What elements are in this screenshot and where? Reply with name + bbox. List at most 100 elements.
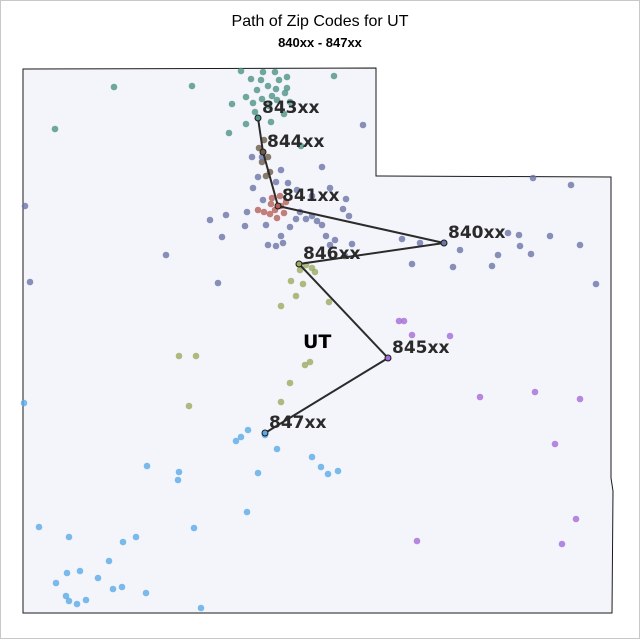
zip-point-847 (273, 445, 281, 453)
zip-point-840 (249, 184, 257, 192)
zip-point-845 (531, 388, 539, 396)
zip-point-841 (280, 209, 288, 217)
zip-point-843 (273, 96, 281, 104)
zip-point-840 (456, 246, 464, 254)
zip-point-846 (287, 277, 295, 285)
zip-point-840 (408, 260, 416, 268)
zip-point-840 (318, 163, 326, 171)
hub-label-847: 847xx (269, 413, 326, 433)
zip-point-846 (311, 268, 319, 276)
zip-point-843 (330, 72, 338, 80)
zip-point-844 (264, 153, 272, 161)
zip-point-840 (359, 121, 367, 129)
zip-point-840 (214, 279, 222, 287)
state-label: UT (303, 331, 331, 353)
zip-point-846 (292, 292, 300, 300)
hub-label-845: 845xx (392, 338, 449, 358)
zip-point-845 (576, 395, 584, 403)
map-subtitle: 840xx - 847xx (278, 35, 362, 50)
zip-point-841 (254, 206, 262, 214)
zip-point-840 (277, 232, 285, 240)
zip-point-840 (527, 250, 535, 258)
zip-point-845 (572, 515, 580, 523)
zip-point-840 (259, 196, 267, 204)
zip-point-847 (63, 569, 71, 577)
map-title: Path of Zip Codes for UT (231, 13, 409, 30)
zip-point-840 (345, 212, 353, 220)
zip-point-847 (324, 470, 332, 478)
hub-markers-layer (254, 114, 448, 437)
zip-point-840 (516, 242, 524, 250)
zip-point-847 (52, 579, 60, 587)
zip-point-840 (286, 223, 294, 231)
zip-point-840 (494, 251, 502, 259)
zip-point-840 (449, 263, 457, 271)
zip-point-840 (326, 241, 334, 249)
hub-label-840: 840xx (448, 223, 505, 243)
zip-point-843 (242, 93, 250, 101)
zip-point-841 (267, 200, 275, 208)
zip-point-847 (143, 462, 151, 470)
hub-marker-841 (274, 202, 282, 210)
zip-point-843 (283, 84, 291, 92)
zip-point-847 (132, 533, 140, 541)
zip-point-847 (142, 589, 150, 597)
zip-point-840 (293, 186, 301, 194)
zip-point-840 (313, 217, 321, 225)
zip-point-846 (299, 280, 307, 288)
zip-point-844 (262, 172, 270, 180)
zip-point-846 (185, 402, 193, 410)
zip-point-840 (322, 232, 330, 240)
zip-point-846 (296, 266, 304, 274)
zip-point-840 (529, 174, 537, 182)
zip-point-840 (546, 232, 554, 240)
zip-point-846 (277, 302, 285, 310)
hub-marker-845 (384, 354, 392, 362)
zip-point-843 (251, 108, 259, 116)
hub-label-843: 843xx (262, 98, 319, 118)
zip-point-840 (567, 181, 575, 189)
hub-marker-843 (254, 114, 262, 122)
zip-point-847 (94, 574, 102, 582)
zip-point-840 (318, 221, 326, 229)
utah-state-outline (22, 67, 614, 614)
zip-point-840 (592, 280, 600, 288)
zip-point-843 (275, 76, 283, 84)
zip-point-841 (268, 194, 276, 202)
zip-point-845 (558, 540, 566, 548)
zip-point-843 (283, 73, 291, 81)
zip-point-840 (264, 241, 272, 249)
zip-point-843 (286, 98, 294, 106)
zip-point-847 (118, 583, 126, 591)
zip-point-846 (175, 352, 183, 360)
zip-point-846 (306, 358, 314, 366)
zip-point-843 (242, 120, 250, 128)
zip-point-843 (281, 89, 289, 97)
zip-point-847 (76, 567, 84, 575)
zip-point-840 (416, 239, 424, 247)
zip-point-847 (317, 463, 325, 471)
zip-point-847 (334, 467, 342, 475)
zip-point-843 (253, 86, 261, 94)
zip-point-846 (301, 361, 309, 369)
zip-point-847 (20, 399, 28, 407)
zip-point-845 (413, 537, 421, 545)
zip-point-840 (292, 215, 300, 223)
zip-point-843 (249, 99, 257, 107)
zip-point-843 (267, 118, 275, 126)
hub-marker-847 (261, 429, 269, 437)
zip-point-840 (21, 202, 29, 210)
zip-point-840 (218, 233, 226, 241)
zip-point-843 (264, 82, 272, 90)
zip-point-840 (342, 195, 350, 203)
zip-point-847 (243, 508, 251, 516)
zip-point-840 (326, 184, 334, 192)
zip-point-841 (260, 208, 268, 216)
zip-point-840 (26, 278, 34, 286)
hub-label-846: 846xx (303, 244, 360, 264)
zip-point-847 (175, 468, 183, 476)
hub-label-841: 841xx (282, 186, 339, 206)
zip-point-843 (268, 92, 276, 100)
hub-marker-844 (259, 148, 267, 156)
